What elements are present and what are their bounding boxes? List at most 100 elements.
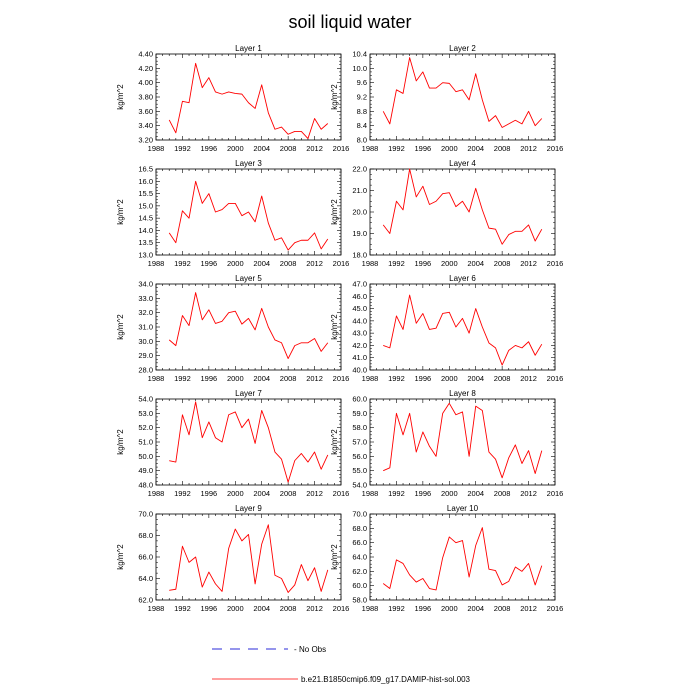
x-tick-label: 2012 xyxy=(306,604,323,613)
chart-panel-layer-4: Layer 4 kg/m^2 1988 1992 1996 2000 2004 2008 201… xyxy=(330,159,563,268)
plot-frame xyxy=(155,398,342,486)
x-tick-label: 1988 xyxy=(362,604,379,613)
x-tick-label: 2004 xyxy=(467,604,484,613)
x-tick-label: 1988 xyxy=(362,489,379,498)
panel-title: Layer 3 xyxy=(235,159,262,168)
x-tick-label: 2000 xyxy=(441,489,458,498)
chart-panel-layer-5: Layer 5 kg/m^2 1988 1992 1996 2000 2004 2008 201… xyxy=(116,274,349,383)
x-tick-label: 1996 xyxy=(415,374,432,383)
y-axis-label: kg/m^2 xyxy=(116,199,125,225)
x-tick-label: 2016 xyxy=(333,144,350,153)
y-tick-label: 9.2 xyxy=(357,93,367,102)
x-tick-label: 2012 xyxy=(520,604,537,613)
page-title: soil liquid water xyxy=(288,12,411,32)
x-tick-label: 2016 xyxy=(547,604,564,613)
y-tick-label: 45.0 xyxy=(352,304,367,313)
y-axis-label: kg/m^2 xyxy=(330,314,339,340)
x-tick-label: 1988 xyxy=(148,489,165,498)
x-tick-label: 2008 xyxy=(280,144,297,153)
y-tick-label: 33.0 xyxy=(138,294,153,303)
plot-frame xyxy=(369,283,556,371)
plot-frame xyxy=(369,513,556,601)
x-tick-label: 1996 xyxy=(201,374,218,383)
x-tick-label: 2012 xyxy=(306,489,323,498)
x-tick-label: 2004 xyxy=(253,259,270,268)
y-tick-label: 28.0 xyxy=(138,366,153,375)
x-tick-label: 2004 xyxy=(253,374,270,383)
plot-frame xyxy=(155,513,342,601)
x-tick-label: 2000 xyxy=(441,374,458,383)
x-tick-label: 2000 xyxy=(441,259,458,268)
series-line xyxy=(382,57,543,128)
y-tick-label: 15.0 xyxy=(138,201,153,210)
x-tick-label: 2016 xyxy=(333,489,350,498)
x-tick-label: 1992 xyxy=(174,604,191,613)
y-tick-label: 70.0 xyxy=(138,510,153,519)
plot-frame xyxy=(155,283,342,371)
y-tick-label: 15.5 xyxy=(138,189,153,198)
y-tick-label: 54.0 xyxy=(138,395,153,404)
y-tick-label: 10.0 xyxy=(352,64,367,73)
y-tick-label: 14.5 xyxy=(138,214,153,223)
y-tick-label: 64.0 xyxy=(352,553,367,562)
y-tick-label: 44.0 xyxy=(352,316,367,325)
y-tick-label: 9.6 xyxy=(357,78,367,87)
y-tick-label: 30.0 xyxy=(138,337,153,346)
x-tick-label: 2004 xyxy=(253,604,270,613)
y-tick-label: 70.0 xyxy=(352,510,367,519)
x-tick-label: 2016 xyxy=(547,374,564,383)
chart-panel-layer-2: Layer 2 kg/m^2 1988 1992 1996 2000 2004 2008 201… xyxy=(330,44,563,153)
panel-title: Layer 1 xyxy=(235,44,262,53)
legend-series-label: b.e21.B1850cmip6.f09_g17.DAMIP-hist-sol.… xyxy=(301,675,471,684)
y-axis-label: kg/m^2 xyxy=(330,199,339,225)
x-tick-label: 2016 xyxy=(547,489,564,498)
y-tick-label: 3.60 xyxy=(138,107,153,116)
y-axis-label: kg/m^2 xyxy=(330,429,339,455)
y-tick-label: 62.0 xyxy=(138,596,153,605)
legend-no-obs-label: No Obs xyxy=(299,645,326,654)
x-tick-label: 2012 xyxy=(520,259,537,268)
x-tick-label: 1988 xyxy=(362,259,379,268)
panel-title: Layer 7 xyxy=(235,389,262,398)
x-tick-label: 1996 xyxy=(415,259,432,268)
x-tick-label: 1988 xyxy=(362,144,379,153)
x-tick-label: 2008 xyxy=(494,489,511,498)
x-tick-label: 2016 xyxy=(547,144,564,153)
x-tick-label: 1992 xyxy=(174,144,191,153)
y-tick-label: 60.0 xyxy=(352,395,367,404)
panel-title: Layer 4 xyxy=(449,159,476,168)
panel-title: Layer 5 xyxy=(235,274,262,283)
y-tick-label: 68.0 xyxy=(352,524,367,533)
y-tick-label: 50.0 xyxy=(138,452,153,461)
y-tick-label: 62.0 xyxy=(352,567,367,576)
y-axis-label: kg/m^2 xyxy=(116,544,125,570)
series-line xyxy=(169,401,329,483)
x-tick-label: 2000 xyxy=(227,144,244,153)
panel-title: Layer 6 xyxy=(449,274,476,283)
x-tick-label: 2008 xyxy=(494,144,511,153)
x-tick-label: 2008 xyxy=(494,604,511,613)
series-line xyxy=(168,180,329,251)
legend: - No Obs b.e21.B1850cmip6.f09_g17.DAMIP-… xyxy=(212,645,471,684)
x-tick-label: 2000 xyxy=(441,604,458,613)
x-tick-label: 1992 xyxy=(388,374,405,383)
x-tick-label: 2016 xyxy=(333,604,350,613)
chart-panel-layer-8: Layer 8 kg/m^2 1988 1992 1996 2000 2004 2008 201… xyxy=(330,389,563,498)
x-tick-label: 1988 xyxy=(148,374,165,383)
y-axis-label: kg/m^2 xyxy=(116,429,125,455)
panel-title: Layer 2 xyxy=(449,44,476,53)
x-tick-label: 2008 xyxy=(280,489,297,498)
y-tick-label: 20.0 xyxy=(352,208,367,217)
plot-frame xyxy=(369,53,556,141)
y-tick-label: 8.4 xyxy=(357,121,367,130)
x-tick-label: 2016 xyxy=(333,259,350,268)
x-tick-label: 1992 xyxy=(174,259,191,268)
y-tick-label: 58.0 xyxy=(352,423,367,432)
x-tick-label: 2000 xyxy=(227,489,244,498)
y-tick-label: 41.0 xyxy=(352,353,367,362)
x-tick-label: 1992 xyxy=(388,489,405,498)
x-tick-label: 2016 xyxy=(333,374,350,383)
x-tick-label: 2004 xyxy=(467,259,484,268)
x-tick-label: 2000 xyxy=(441,144,458,153)
x-tick-label: 1992 xyxy=(388,144,405,153)
